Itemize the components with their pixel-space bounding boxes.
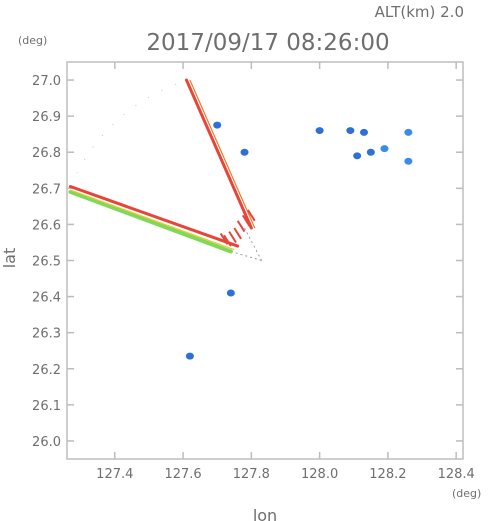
echo-spike bbox=[228, 231, 237, 243]
echo-cell bbox=[185, 352, 194, 360]
x-tick-label: 128.4 bbox=[438, 467, 475, 482]
y-tick-label: 27.0 bbox=[32, 74, 61, 89]
echo-cell bbox=[404, 157, 413, 165]
altitude-label: ALT(km) 2.0 bbox=[375, 3, 464, 21]
chart-title: 2017/09/17 08:26:00 bbox=[146, 30, 389, 56]
x-tick-label: 128.0 bbox=[301, 467, 338, 482]
echo-spike bbox=[219, 232, 229, 245]
x-unit-label: (deg) bbox=[452, 487, 481, 500]
y-tick-label: 26.9 bbox=[32, 110, 61, 125]
echo-cell bbox=[213, 121, 222, 129]
echo-line-edge bbox=[70, 189, 235, 251]
axes: 127.4 127.6 127.8 128.0 128.2 128.4 26.0 26.1 26… bbox=[32, 61, 475, 482]
sector-edge bbox=[69, 79, 187, 187]
echo-spike bbox=[247, 209, 256, 222]
plot-frame bbox=[66, 61, 464, 460]
y-unit-label: (deg) bbox=[18, 34, 47, 47]
y-axis-label: lat bbox=[0, 248, 19, 269]
y-tick-label: 26.1 bbox=[32, 399, 61, 414]
echo-spike bbox=[223, 234, 232, 247]
echo-cell bbox=[360, 128, 368, 136]
echo-spike bbox=[241, 214, 251, 227]
echo-cell bbox=[226, 289, 235, 297]
y-tick-label: 26.6 bbox=[32, 218, 61, 233]
echo-cell bbox=[240, 148, 249, 156]
labels: ALT(km) 2.0 2017/09/17 08:26:00 (deg) (d… bbox=[0, 3, 481, 521]
sector-tip bbox=[244, 227, 263, 261]
echo-cell bbox=[366, 148, 375, 156]
y-tick-label: 26.7 bbox=[32, 182, 61, 197]
sector-tip bbox=[230, 250, 262, 261]
y-tick-label: 26.2 bbox=[32, 363, 61, 378]
echo-line bbox=[184, 78, 253, 230]
echo-line bbox=[68, 185, 240, 248]
x-tick-label: 127.4 bbox=[96, 467, 133, 482]
echo-line bbox=[68, 189, 233, 254]
y-tick-label: 26.8 bbox=[32, 146, 61, 161]
echo-cell bbox=[404, 128, 413, 136]
y-tick-label: 26.0 bbox=[32, 435, 61, 450]
y-tick-label: 26.4 bbox=[32, 291, 61, 306]
echo-line-edge bbox=[189, 79, 256, 229]
echo-spike bbox=[233, 227, 242, 240]
echo-cell bbox=[346, 127, 355, 135]
echo-layer bbox=[68, 78, 413, 360]
x-axis-label: lon bbox=[253, 506, 277, 521]
x-tick-label: 127.8 bbox=[233, 467, 270, 482]
y-tick-label: 26.3 bbox=[32, 327, 61, 342]
echo-spike bbox=[236, 220, 246, 233]
x-tick-label: 128.2 bbox=[369, 467, 406, 482]
x-tick-label: 127.6 bbox=[164, 467, 201, 482]
echo-cell bbox=[315, 127, 324, 135]
y-tick-label: 26.5 bbox=[32, 255, 61, 270]
echo-cell bbox=[353, 152, 362, 160]
echo-cell bbox=[380, 145, 389, 153]
